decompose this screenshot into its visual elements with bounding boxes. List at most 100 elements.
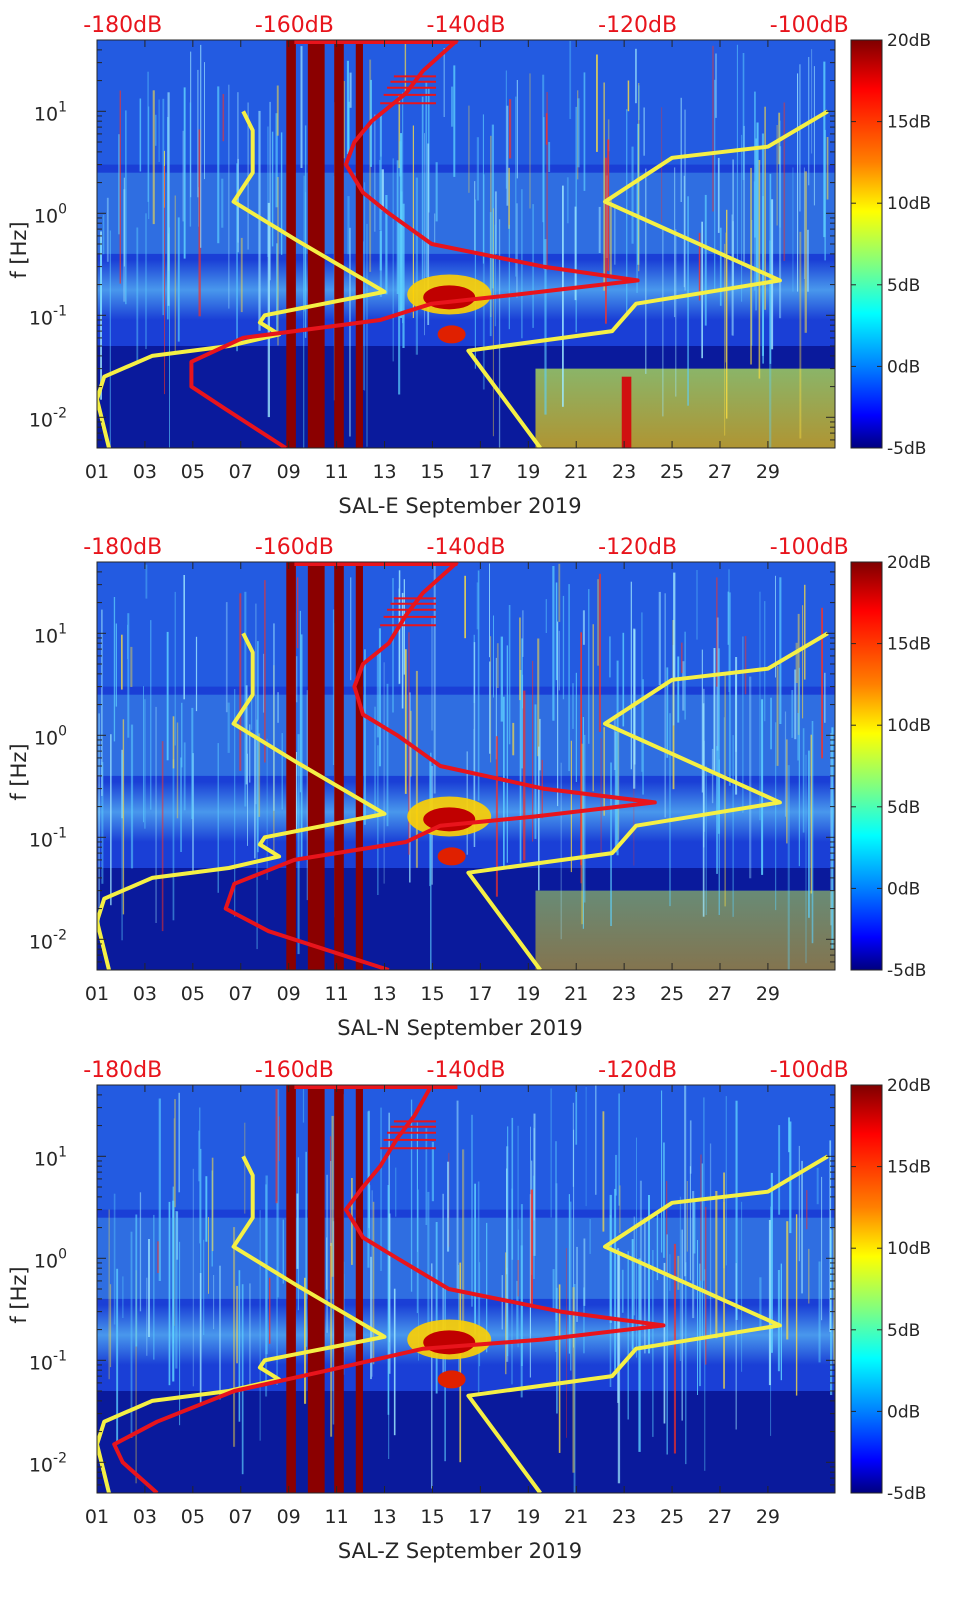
x-tick-label: 13: [372, 1506, 396, 1528]
top-db-label: -140dB: [427, 535, 506, 560]
psd-curve: [223, 562, 657, 970]
psd-curve: [112, 1085, 666, 1493]
x-tick-label: 03: [133, 1506, 157, 1528]
data-gap-band-2: [307, 1085, 325, 1493]
x-tick-label: 27: [708, 983, 732, 1005]
x-tick-label: 23: [612, 461, 636, 483]
psd-curve: [189, 40, 640, 448]
top-db-label: -100dB: [770, 13, 849, 38]
y-tick-label: 101: [34, 99, 67, 125]
x-tick-label: 09: [277, 983, 301, 1005]
colorbar-tick-label: 10dB: [887, 716, 931, 736]
data-gap-band-2: [307, 40, 325, 448]
y-tick-label: 101: [34, 1144, 67, 1170]
top-db-label: -160dB: [255, 13, 334, 38]
top-db-label: -180dB: [83, 1058, 162, 1083]
colorbar-tick-label: 20dB: [887, 31, 931, 51]
x-tick-label: 29: [756, 983, 780, 1005]
x-axis-label: SAL-E September 2019: [338, 494, 581, 518]
x-tick-label: 17: [468, 983, 492, 1005]
data-gap-band-3: [334, 40, 344, 448]
x-tick-label: 09: [277, 1506, 301, 1528]
low-noise-model-curve: [97, 1155, 387, 1493]
colorbar: 20dB 15dB 10dB 5dB 0dB -5dB: [850, 553, 931, 981]
x-tick-label: 29: [756, 461, 780, 483]
x-tick-label: 01: [85, 461, 109, 483]
colorbar-tick-label: -5dB: [887, 1484, 926, 1504]
y-tick-label: 10-2: [29, 927, 67, 953]
x-tick-label: 19: [516, 461, 540, 483]
data-gap-band-4: [355, 1085, 363, 1493]
y-tick-label: 100: [34, 1246, 67, 1272]
colorbar-tick-label: 5dB: [887, 1321, 920, 1341]
x-tick-label: 25: [660, 1506, 684, 1528]
x-tick-label: 23: [612, 1506, 636, 1528]
data-gap-band-2: [307, 562, 325, 970]
top-db-label: -160dB: [255, 535, 334, 560]
spectrogram-panel-3: 01 03 05 07 09 11 13 15 17 19 21 23 25 27 29 SAL-Z Sept…: [7, 1058, 931, 1563]
y-tick-label: 10-1: [29, 825, 67, 851]
high-noise-model-curve: [466, 631, 829, 970]
x-tick-label: 11: [325, 461, 349, 483]
x-tick-label: 03: [133, 983, 157, 1005]
x-tick-label: 25: [660, 461, 684, 483]
x-tick-label: 05: [181, 983, 205, 1005]
spectrogram-panel-2: 01 03 05 07 09 11 13 15 17 19 21 23 25 27 29 SAL-N Sept…: [7, 535, 931, 1040]
y-tick-label: 10-2: [29, 405, 67, 431]
x-tick-label: 11: [325, 983, 349, 1005]
top-db-label: -180dB: [83, 535, 162, 560]
colorbar-tick-label: 15dB: [887, 113, 931, 133]
x-tick-label: 07: [229, 1506, 253, 1528]
y-axis-label: f [Hz]: [7, 221, 31, 278]
y-axis-label: f [Hz]: [7, 743, 31, 800]
colorbar-tick-label: 20dB: [887, 553, 931, 573]
x-tick-label: 01: [85, 983, 109, 1005]
spectrogram-image: [97, 1085, 835, 1493]
x-tick-label: 19: [516, 983, 540, 1005]
top-db-label: -180dB: [83, 13, 162, 38]
x-tick-label: 29: [756, 1506, 780, 1528]
x-tick-label: 07: [229, 983, 253, 1005]
spectrogram-panel-1: 01 03 05 07 09 11 13 15 17 19 21 23 25 27 29 SAL-E Sept…: [7, 13, 931, 518]
data-gap-band-3: [334, 562, 344, 970]
top-db-label: -120dB: [598, 535, 677, 560]
colorbar-tick-label: 20dB: [887, 1076, 931, 1096]
y-tick-label: 10-1: [29, 303, 67, 329]
x-tick-label: 09: [277, 461, 301, 483]
x-tick-label: 17: [468, 1506, 492, 1528]
top-db-label: -120dB: [598, 13, 677, 38]
low-noise-model-curve: [97, 632, 387, 970]
high-noise-model-curve: [466, 109, 829, 448]
x-tick-label: 01: [85, 1506, 109, 1528]
y-tick-label: 100: [34, 201, 67, 227]
x-tick-label: 15: [420, 983, 444, 1005]
x-tick-label: 05: [181, 461, 205, 483]
x-tick-label: 07: [229, 461, 253, 483]
x-tick-label: 27: [708, 1506, 732, 1528]
y-axis-label: f [Hz]: [7, 1266, 31, 1323]
x-tick-label: 15: [420, 1506, 444, 1528]
top-db-label: -120dB: [598, 1058, 677, 1083]
top-db-label: -160dB: [255, 1058, 334, 1083]
x-tick-label: 19: [516, 1506, 540, 1528]
x-tick-label: 13: [372, 461, 396, 483]
data-gap-band-1: [286, 562, 296, 970]
colorbar-tick-label: -5dB: [887, 961, 926, 981]
colorbar-tick-label: 0dB: [887, 879, 920, 899]
colorbar-tick-label: 5dB: [887, 798, 920, 818]
data-gap-band-3: [334, 1085, 344, 1493]
data-gap-band-4: [355, 40, 363, 448]
colorbar-tick-label: -5dB: [887, 439, 926, 459]
low-noise-model-curve: [97, 110, 387, 448]
data-gap-band-1: [286, 1085, 296, 1493]
x-axis-label: SAL-N September 2019: [337, 1016, 583, 1040]
x-tick-label: 03: [133, 461, 157, 483]
x-tick-label: 05: [181, 1506, 205, 1528]
spectrogram-image: [97, 40, 835, 448]
x-tick-label: 25: [660, 983, 684, 1005]
colorbar-tick-label: 10dB: [887, 1239, 931, 1259]
y-tick-label: 10-2: [29, 1450, 67, 1476]
colorbar: 20dB 15dB 10dB 5dB 0dB -5dB: [850, 31, 931, 459]
colorbar-tick-label: 15dB: [887, 635, 931, 655]
